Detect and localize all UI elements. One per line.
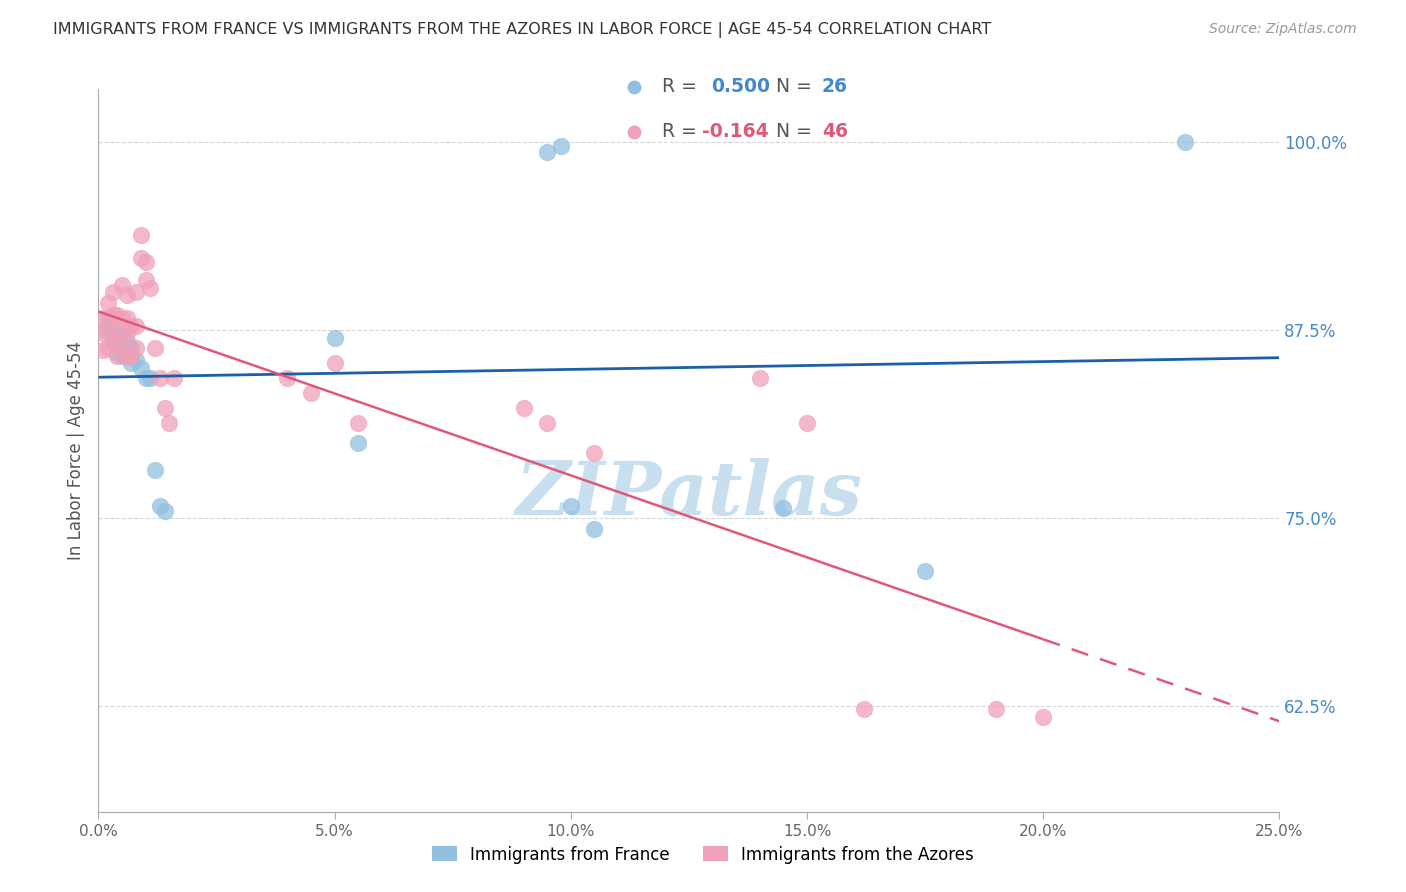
Point xyxy=(97,341,120,355)
Text: 46: 46 xyxy=(823,122,848,141)
Point xyxy=(139,371,162,385)
Text: 0.500: 0.500 xyxy=(711,78,770,96)
Point xyxy=(796,417,818,431)
Point xyxy=(115,326,138,340)
Point xyxy=(163,371,186,385)
Point xyxy=(550,139,572,153)
Point xyxy=(143,341,166,355)
Point xyxy=(91,326,114,340)
Legend: Immigrants from France, Immigrants from the Azores: Immigrants from France, Immigrants from … xyxy=(425,839,981,871)
Point xyxy=(139,281,162,295)
Text: Source: ZipAtlas.com: Source: ZipAtlas.com xyxy=(1209,22,1357,37)
Point xyxy=(97,296,120,310)
Point xyxy=(105,326,128,340)
Text: R =: R = xyxy=(662,78,700,96)
Point xyxy=(121,356,143,370)
Point xyxy=(105,345,128,359)
Point xyxy=(101,334,124,348)
Text: IMMIGRANTS FROM FRANCE VS IMMIGRANTS FROM THE AZORES IN LABOR FORCE | AGE 45-54 : IMMIGRANTS FROM FRANCE VS IMMIGRANTS FRO… xyxy=(53,22,991,38)
Point xyxy=(129,228,152,243)
Point xyxy=(129,360,152,375)
Text: ZIPatlas: ZIPatlas xyxy=(516,458,862,530)
Point xyxy=(105,308,128,322)
Point xyxy=(91,343,114,357)
Point xyxy=(512,401,534,416)
Point xyxy=(115,310,138,325)
Point xyxy=(115,334,138,348)
Point xyxy=(97,318,120,333)
Point xyxy=(914,564,936,578)
Point xyxy=(135,255,157,269)
Point xyxy=(121,341,143,355)
Point xyxy=(560,499,582,513)
Point xyxy=(97,310,120,325)
Point xyxy=(111,310,134,325)
Point xyxy=(323,330,346,344)
Point xyxy=(121,349,143,363)
Point xyxy=(323,356,346,370)
Point xyxy=(125,353,148,368)
Point xyxy=(105,349,128,363)
Point xyxy=(347,436,370,450)
Point xyxy=(276,371,298,385)
Point xyxy=(115,349,138,363)
Point xyxy=(101,334,124,348)
Point xyxy=(748,371,770,385)
Point xyxy=(135,273,157,287)
Point xyxy=(347,417,370,431)
Point xyxy=(125,318,148,333)
Point xyxy=(101,320,124,334)
Point xyxy=(125,285,148,300)
Point xyxy=(111,338,134,352)
Point xyxy=(299,386,322,401)
Point xyxy=(101,285,124,300)
Point xyxy=(125,341,148,355)
Point xyxy=(121,318,143,333)
Point xyxy=(149,371,172,385)
Point xyxy=(536,417,558,431)
Point xyxy=(536,145,558,160)
Point xyxy=(91,323,114,337)
Point xyxy=(101,308,124,322)
Point xyxy=(111,349,134,363)
Point xyxy=(115,288,138,302)
Point xyxy=(135,371,157,385)
Point xyxy=(772,500,794,515)
Point xyxy=(852,702,875,716)
Text: 26: 26 xyxy=(823,78,848,96)
Point xyxy=(153,503,176,517)
Point xyxy=(129,251,152,265)
Point xyxy=(984,702,1007,716)
Point xyxy=(111,277,134,292)
Point xyxy=(153,401,176,416)
Point xyxy=(1174,135,1197,149)
Point xyxy=(583,522,606,536)
Point xyxy=(1032,710,1054,724)
Point xyxy=(91,310,114,325)
Text: N =: N = xyxy=(776,122,815,141)
Text: R =: R = xyxy=(662,122,700,141)
Point xyxy=(143,463,166,477)
Point xyxy=(111,327,134,342)
Point xyxy=(583,446,606,460)
Y-axis label: In Labor Force | Age 45-54: In Labor Force | Age 45-54 xyxy=(66,341,84,560)
Point xyxy=(149,499,172,513)
Text: -0.164: -0.164 xyxy=(702,122,769,141)
Point xyxy=(157,417,180,431)
Text: N =: N = xyxy=(776,78,815,96)
